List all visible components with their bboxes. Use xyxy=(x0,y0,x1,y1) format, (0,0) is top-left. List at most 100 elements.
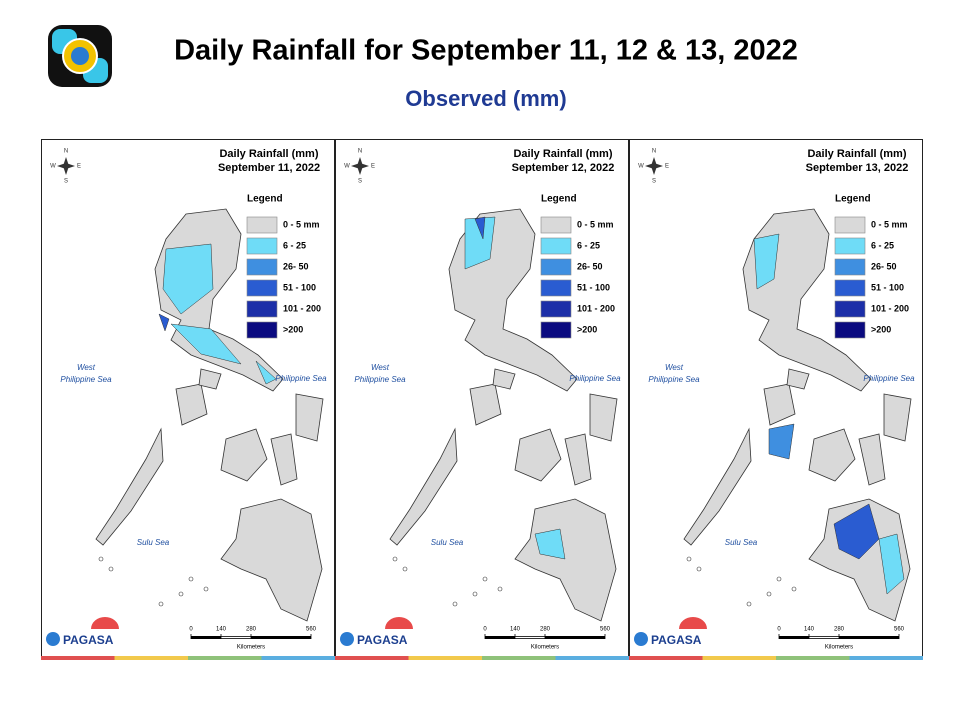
legend-swatch xyxy=(246,300,278,318)
legend-swatch xyxy=(540,279,572,297)
island xyxy=(883,393,912,442)
island xyxy=(589,393,618,442)
legend-label: 51 - 100 xyxy=(577,282,610,292)
compass-e: E xyxy=(371,164,375,170)
legend-swatch xyxy=(246,321,278,339)
sea-label: Philippine Sea xyxy=(354,375,406,384)
compass-w: W xyxy=(638,164,644,170)
legend-swatch xyxy=(540,237,572,255)
islet xyxy=(766,591,772,597)
rain-area xyxy=(768,423,795,460)
island xyxy=(469,383,502,426)
color-strip xyxy=(261,656,335,660)
legend-swatch xyxy=(834,216,866,234)
scale-label: 560 xyxy=(306,627,317,633)
legend-label: 0 - 5 mm xyxy=(283,219,320,229)
legend-label: 101 - 200 xyxy=(577,303,615,313)
islet xyxy=(497,586,503,592)
scale-label: 280 xyxy=(834,627,845,633)
rain-area xyxy=(534,528,566,560)
legend-swatch xyxy=(834,258,866,276)
scale-label: 0 xyxy=(483,627,487,633)
scale-label: 280 xyxy=(540,627,551,633)
legend-label: >200 xyxy=(577,324,597,334)
legend-swatch xyxy=(246,216,278,234)
islet xyxy=(472,591,478,597)
panel-date: September 11, 2022 xyxy=(218,162,320,174)
islet xyxy=(686,556,692,562)
island xyxy=(220,498,323,622)
panel-title: Daily Rainfall (mm) xyxy=(807,148,906,160)
legend-swatch xyxy=(246,279,278,297)
legend-label: 6 - 25 xyxy=(871,240,894,250)
legend-title: Legend xyxy=(541,194,577,205)
map-panel: Daily Rainfall (mm) September 13, 2022 N E W… xyxy=(629,139,923,660)
rain-area xyxy=(162,243,214,315)
sea-label: West xyxy=(371,363,390,372)
slide-title: Daily Rainfall for September 11, 12 & 13… xyxy=(174,35,798,67)
island xyxy=(683,427,752,546)
islet xyxy=(696,566,702,572)
scale-label: 560 xyxy=(600,627,611,633)
island xyxy=(514,498,617,622)
island xyxy=(564,433,592,486)
compass-w: W xyxy=(50,164,56,170)
legend-swatch xyxy=(246,258,278,276)
panel-title: Daily Rainfall (mm) xyxy=(513,148,612,160)
island xyxy=(389,427,458,546)
island xyxy=(858,433,886,486)
scale-unit: Kilometers xyxy=(825,645,853,651)
islet xyxy=(452,601,458,607)
legend-swatch xyxy=(540,321,572,339)
compass-n: N xyxy=(64,149,68,155)
compass-e: E xyxy=(77,164,81,170)
islet xyxy=(178,591,184,597)
legend-label: 26- 50 xyxy=(871,261,897,271)
island xyxy=(492,368,516,390)
pagasa-umbrella xyxy=(385,617,413,629)
color-strip xyxy=(702,656,776,660)
pagasa-umbrella xyxy=(679,617,707,629)
scale-label: 560 xyxy=(894,627,905,633)
island xyxy=(295,393,324,442)
pagasa-logo: PAGASA xyxy=(651,633,702,647)
islet xyxy=(158,601,164,607)
compass-s: S xyxy=(64,179,68,185)
islet xyxy=(203,586,209,592)
compass-s: S xyxy=(652,179,656,185)
compass xyxy=(57,157,75,175)
rain-area xyxy=(170,323,242,365)
legend-swatch xyxy=(246,237,278,255)
legend-label: 26- 50 xyxy=(283,261,309,271)
island xyxy=(198,368,222,390)
color-strip xyxy=(482,656,556,660)
logo xyxy=(48,25,112,87)
island xyxy=(808,498,911,622)
legend-label: 51 - 100 xyxy=(871,282,904,292)
panel-date: September 13, 2022 xyxy=(806,162,909,174)
panel-title: Daily Rainfall (mm) xyxy=(219,148,318,160)
rain-area xyxy=(878,533,905,595)
island xyxy=(220,428,268,482)
legend-label: 6 - 25 xyxy=(283,240,306,250)
pagasa-logo: PAGASA xyxy=(357,633,408,647)
compass-n: N xyxy=(652,149,656,155)
sea-label: Sulu Sea xyxy=(137,538,170,547)
islet xyxy=(392,556,398,562)
legend-swatch xyxy=(540,300,572,318)
legend-swatch xyxy=(834,321,866,339)
legend-title: Legend xyxy=(835,194,871,205)
pagasa-umbrella xyxy=(91,617,119,629)
islet xyxy=(482,576,488,582)
scale-bar-seg xyxy=(515,636,545,639)
rain-area xyxy=(255,360,277,385)
legend-swatch xyxy=(834,279,866,297)
compass xyxy=(645,157,663,175)
scale-unit: Kilometers xyxy=(531,645,559,651)
sea-label: Philippine Sea xyxy=(569,374,621,383)
island xyxy=(175,383,208,426)
map-panel: Daily Rainfall (mm) September 11, 2022 N E W… xyxy=(41,139,335,660)
legend-label: 26- 50 xyxy=(577,261,603,271)
sea-label: Sulu Sea xyxy=(431,538,464,547)
color-strip xyxy=(555,656,629,660)
